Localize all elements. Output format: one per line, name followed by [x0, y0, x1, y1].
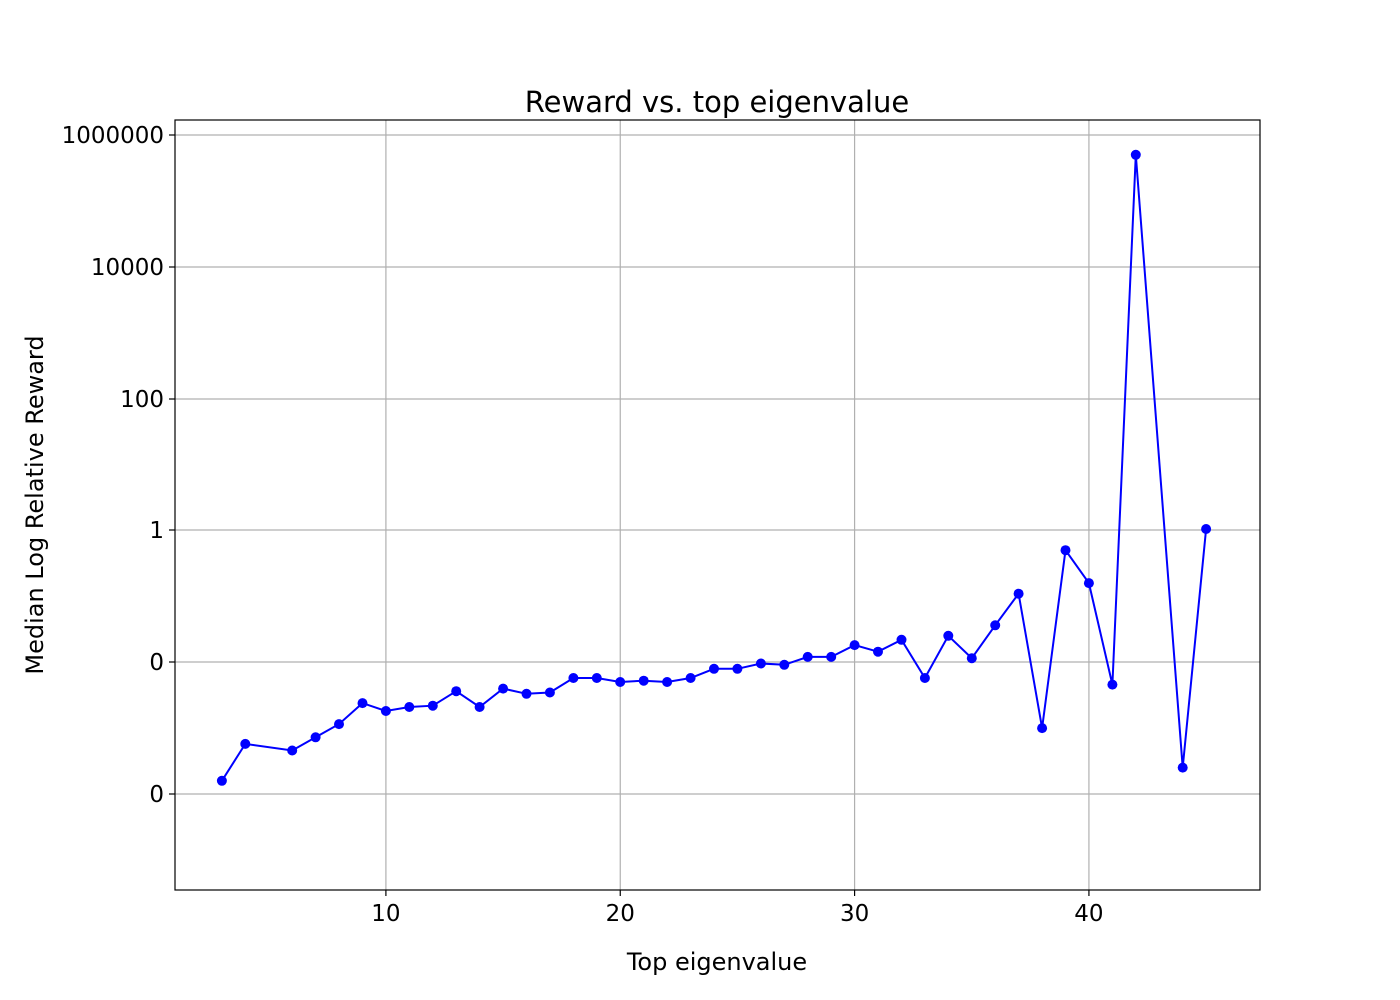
data-point	[1083, 578, 1094, 589]
y-tick-label: 0	[149, 650, 164, 676]
x-tick-label: 20	[606, 901, 635, 927]
data-point	[451, 686, 462, 697]
data-point	[427, 700, 438, 711]
y-axis-label: Median Log Relative Reward	[21, 335, 49, 674]
data-point	[638, 675, 649, 686]
x-tick-label: 30	[840, 901, 869, 927]
data-point	[662, 677, 673, 687]
grid	[175, 120, 1260, 890]
data-point	[1177, 762, 1188, 773]
data-point	[498, 683, 509, 694]
axis-ticks: 10 20 30 40 0 0 1 100 10000 1000000	[62, 123, 1104, 927]
data-point	[591, 673, 602, 683]
y-tick-label: 1	[149, 518, 164, 544]
data-point	[1130, 149, 1141, 160]
plot-frame	[174, 119, 1261, 891]
data-point	[755, 658, 766, 669]
series-line	[221, 154, 1208, 782]
y-tick-label: 1000000	[62, 123, 164, 149]
y-tick-label: 10000	[91, 255, 164, 281]
data-point	[732, 663, 743, 674]
data-point	[287, 745, 298, 756]
data-point	[709, 663, 719, 674]
data-point	[826, 651, 837, 662]
data-point	[990, 620, 1001, 631]
data-point	[521, 688, 532, 699]
data-point	[1060, 545, 1071, 556]
data-point	[568, 673, 579, 683]
data-point	[919, 673, 930, 683]
chart-title: Reward vs. top eigenvalue	[525, 85, 909, 119]
data-point	[216, 775, 227, 786]
series-layer	[216, 149, 1212, 786]
x-tick-label: 40	[1074, 901, 1103, 927]
data-point	[1201, 524, 1212, 534]
data-point	[802, 651, 813, 662]
data-point	[474, 702, 485, 712]
data-point	[404, 702, 415, 712]
data-point	[849, 640, 860, 651]
data-point	[873, 646, 883, 657]
data-point	[544, 687, 555, 698]
data-point	[779, 659, 790, 670]
data-point	[615, 677, 626, 687]
data-point	[310, 732, 321, 743]
data-point	[1107, 679, 1118, 690]
data-point	[240, 738, 251, 749]
y-tick-label: 100	[120, 387, 164, 413]
y-tick-label: 0	[149, 782, 164, 808]
data-point	[685, 673, 696, 683]
data-point	[943, 630, 954, 641]
x-tick-label: 10	[371, 901, 400, 927]
data-point	[380, 706, 391, 716]
data-point	[896, 634, 907, 645]
data-point	[966, 653, 977, 664]
data-point	[334, 719, 344, 730]
data-point	[1013, 588, 1024, 599]
data-point	[1037, 723, 1048, 734]
data-point	[357, 698, 368, 709]
x-axis-label: Top eigenvalue	[626, 948, 807, 976]
